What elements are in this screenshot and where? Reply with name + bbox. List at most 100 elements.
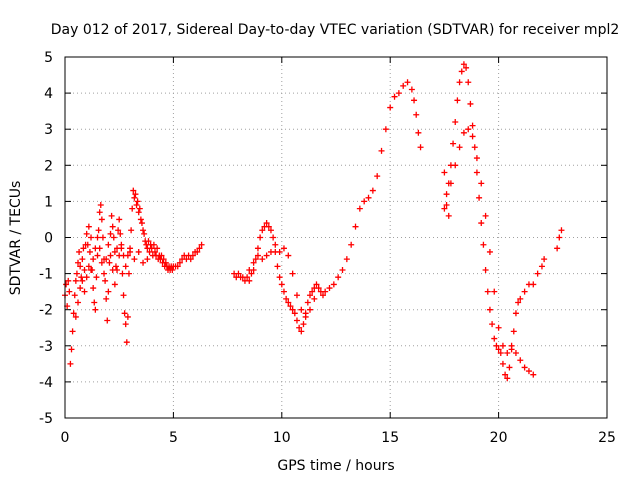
data-point [154,245,161,252]
x-tick-label: 5 [169,430,178,446]
data-point [517,295,524,302]
data-point [499,342,506,349]
data-point [469,122,476,129]
data-point [72,313,79,320]
data-point [339,266,346,273]
data-point [467,100,474,107]
data-point [348,241,355,248]
data-point [95,227,102,234]
data-point [115,227,122,234]
data-point [140,259,147,266]
data-point [150,241,157,248]
x-axis-label: GPS time / hours [277,458,394,474]
data-point [88,234,95,241]
data-point [259,227,266,234]
data-point [77,263,84,270]
data-point [78,274,85,281]
data-point [460,129,467,136]
data-point [378,147,385,154]
data-point [274,263,281,270]
data-point [105,241,112,248]
data-point [473,169,480,176]
data-point [136,205,143,212]
data-point [111,248,118,255]
data-point [151,248,158,255]
data-point [189,252,196,259]
data-point [515,299,522,306]
axis-tick-labels: 0 5 10 15 20 25 -5 -4 -3 -2 -1 0 1 2 3 4 5 [39,50,616,446]
data-point [506,364,513,371]
data-point [280,245,287,252]
data-point [254,245,261,252]
data-point [106,259,113,266]
data-point [486,306,493,313]
data-point [300,321,307,328]
data-point [482,212,489,219]
data-point [135,248,142,255]
data-point [124,252,131,259]
data-point [116,216,123,223]
data-point [75,259,82,266]
data-point [84,241,91,248]
data-point [311,295,318,302]
data-point [68,346,75,353]
data-point [497,350,504,357]
data-point [493,342,500,349]
data-point [408,86,415,93]
data-point [452,162,459,169]
data-point [135,209,142,216]
data-point [369,187,376,194]
data-point [454,97,461,104]
data-point [415,129,422,136]
data-point [411,97,418,104]
data-point [79,256,86,263]
y-tick-label: 2 [44,158,53,174]
data-point [541,256,548,263]
data-point [98,216,105,223]
data-point [495,346,502,353]
data-point [259,256,266,263]
data-point [443,191,450,198]
data-point [81,288,88,295]
data-point [502,371,509,378]
data-point [404,79,411,86]
data-point [120,292,127,299]
data-point [530,281,537,288]
data-point [96,245,103,252]
data-point [121,310,128,317]
data-point [504,375,511,382]
data-point [538,263,545,270]
data-point [285,252,292,259]
data-point [117,230,124,237]
data-point [465,79,472,86]
data-point [194,248,201,255]
data-point [293,292,300,299]
data-point [69,328,76,335]
data-point [374,173,381,180]
data-point [94,252,101,259]
data-point [79,277,86,284]
y-tick-label: 4 [44,86,53,102]
data-point [138,220,145,227]
data-point [291,310,298,317]
data-point [460,61,467,68]
data-point [289,270,296,277]
data-point [254,252,261,259]
data-point [162,259,169,266]
data-point [131,194,138,201]
data-point [252,256,259,263]
data-point [276,248,283,255]
data-point [556,234,563,241]
data-point [304,299,311,306]
data-point [93,274,100,281]
data-point [452,118,459,125]
data-point [131,256,138,263]
data-point [521,288,528,295]
y-axis-label: SDTVAR / TECUs [8,181,24,296]
data-point [335,274,342,281]
data-point [319,292,326,299]
data-point [482,266,489,273]
data-point [132,191,139,198]
data-point [465,126,472,133]
data-point [417,144,424,151]
